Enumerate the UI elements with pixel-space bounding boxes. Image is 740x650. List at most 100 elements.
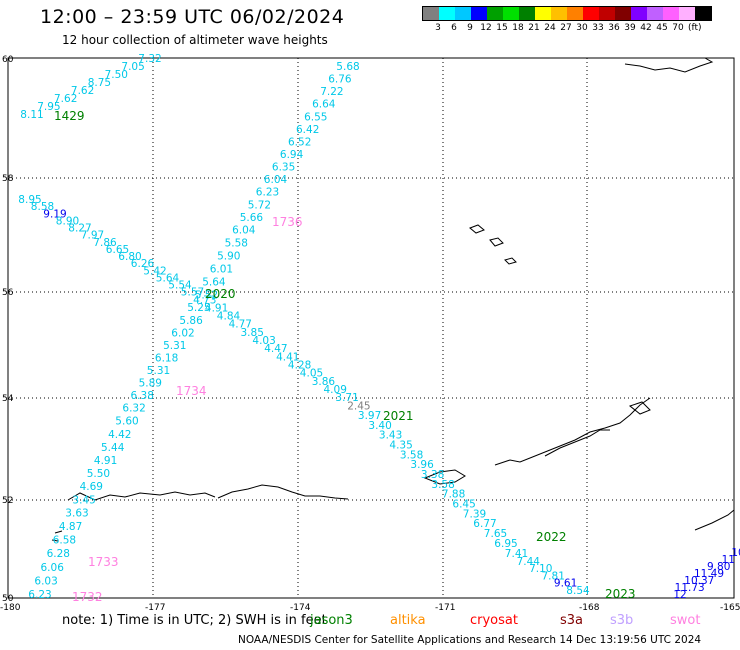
wave-height-value: 9.19 <box>43 208 66 220</box>
wave-height-value: 6.95 <box>494 538 517 550</box>
wave-height-value: 11 <box>722 554 735 566</box>
legend-label: 6 <box>451 23 457 33</box>
legend-swatch <box>455 7 471 20</box>
legend-label: 12 <box>480 23 492 33</box>
wave-height-value: 4.77 <box>229 319 252 331</box>
legend-label: 30 <box>576 23 588 33</box>
wave-height-value: 4.87 <box>59 521 82 533</box>
wave-height-value: 8.75 <box>88 77 111 89</box>
lat-label: 50 <box>2 594 14 604</box>
wave-height-value: 3.85 <box>241 327 264 339</box>
wave-height-value: 5.57 <box>181 287 204 299</box>
wave-height-value: 3.40 <box>368 420 391 432</box>
legend-label: 9 <box>467 23 473 33</box>
map-frame <box>7 57 735 599</box>
wave-height-value: 8.90 <box>56 215 79 227</box>
wave-height-value: 6.18 <box>155 353 178 365</box>
wave-height-value: 5.64 <box>156 273 180 285</box>
wave-height-value: 6.04 <box>232 225 256 237</box>
wave-height-value: 4.91 <box>94 455 117 467</box>
map-grid <box>8 58 734 598</box>
legend-label: 21 <box>528 23 540 33</box>
wave-height-value: 4.73 <box>193 294 216 306</box>
wave-height-value: 7.22 <box>320 86 343 98</box>
wave-height-value: 7.95 <box>37 101 60 113</box>
wave-height-value: 6.94 <box>280 149 304 161</box>
wave-height-value: 3.38 <box>421 469 444 481</box>
wave-height-value: 6.26 <box>131 258 155 270</box>
legend-swatch <box>551 7 567 20</box>
wave-height-value: 6.58 <box>53 535 76 547</box>
wave-height-value: 6.32 <box>122 403 145 415</box>
wave-height-value: 3.45 <box>72 494 95 506</box>
wave-height-value: 9.61 <box>554 578 577 590</box>
wave-height-value: 2.45 <box>347 400 370 412</box>
wave-height-value: 3.43 <box>379 430 402 442</box>
wave-height-value: 10 <box>731 547 740 559</box>
wave-height-value: 5.44 <box>101 442 125 454</box>
legend-swatch <box>519 7 535 20</box>
wave-height-value: 6.38 <box>131 390 154 402</box>
legend-swatch <box>487 7 503 20</box>
wave-height-value: 5.52 <box>195 289 218 301</box>
wave-height-value: 4.09 <box>324 384 347 396</box>
wave-height-value: 8.58 <box>31 201 54 213</box>
color-legend: 3 6 9 12 15 18 21 24 27 30 33 36 39 42 45 70 (ft) <box>422 6 712 33</box>
wave-height-value: 5.58 <box>225 238 248 250</box>
legend-swatch <box>599 7 615 20</box>
wave-height-value: 5.42 <box>143 265 166 277</box>
wave-height-value: 11.49 <box>694 568 724 580</box>
wave-height-value: 7.41 <box>505 548 528 560</box>
pass-time-label: 1734 <box>176 384 207 398</box>
wave-height-value: 4.84 <box>217 311 241 323</box>
wave-height-value: 12 <box>673 589 686 601</box>
legend-swatch <box>695 7 711 20</box>
lat-axis-labels: 60 58 56 54 52 50 <box>2 55 14 604</box>
wave-height-value: 9.80 <box>707 561 730 573</box>
wave-height-value: 6.80 <box>118 251 141 263</box>
wave-height-value: 5.64 <box>202 276 226 288</box>
wave-height-value: 8.27 <box>68 223 91 235</box>
legend-swatch <box>663 7 679 20</box>
wave-height-value: 6.55 <box>304 111 327 123</box>
lon-label: -171 <box>435 603 455 613</box>
page-title: 12:00 – 23:59 UTC 06/02/2024 <box>40 6 345 28</box>
lon-label: -168 <box>579 603 600 613</box>
satellite-label: cryosat <box>470 613 518 628</box>
wave-height-value: 3.58 <box>431 479 454 491</box>
pass-time-labels: 1429 1736 2020 1734 2021 2022 1733 1732 2023 <box>54 109 636 604</box>
lon-axis-labels: -180 -177 -174 -171 -168 -165 <box>0 603 740 613</box>
wave-height-value: 6.28 <box>47 548 70 560</box>
wave-height-value: 6.77 <box>473 518 496 530</box>
wave-height-value: 5.72 <box>248 199 271 211</box>
wave-height-value: 7.86 <box>93 237 117 249</box>
pass-time-label: 2020 <box>205 287 236 301</box>
legend-swatch <box>471 7 487 20</box>
legend-label: 36 <box>608 23 620 33</box>
wave-height-value: 4.35 <box>389 440 412 452</box>
lon-label: -174 <box>290 603 311 613</box>
wave-height-value: 10.37 <box>684 575 714 587</box>
pass-time-label: 1736 <box>272 215 303 229</box>
pass-time-label: 2023 <box>605 587 636 601</box>
wave-height-value: 11.73 <box>675 582 705 594</box>
wave-height-tracks: 7.327.057.508.757.627.627.958.115.686.76… <box>18 53 740 601</box>
legend-label: 3 <box>435 23 441 33</box>
wave-height-value: 4.42 <box>108 429 131 441</box>
satellite-label: altika <box>390 613 426 628</box>
page-subtitle: 12 hour collection of altimeter wave hei… <box>62 33 328 47</box>
legend-label: 27 <box>560 23 572 33</box>
wave-height-value: 5.90 <box>217 251 240 263</box>
wave-height-value: 7.10 <box>529 563 552 575</box>
wave-height-value: 5.54 <box>168 280 192 292</box>
legend-label: 18 <box>512 23 524 33</box>
lon-label: -165 <box>720 603 740 613</box>
credit-line: NOAA/NESDIS Center for Satellite Applica… <box>238 634 702 646</box>
lon-label: -180 <box>0 603 21 613</box>
legend-swatch <box>535 7 551 20</box>
legend-label: 45 <box>656 23 668 33</box>
wave-height-value: 5.50 <box>87 468 110 480</box>
wave-height-value: 5.60 <box>115 416 138 428</box>
wave-height-value: 3.97 <box>358 410 381 422</box>
legend-swatches <box>422 6 712 21</box>
